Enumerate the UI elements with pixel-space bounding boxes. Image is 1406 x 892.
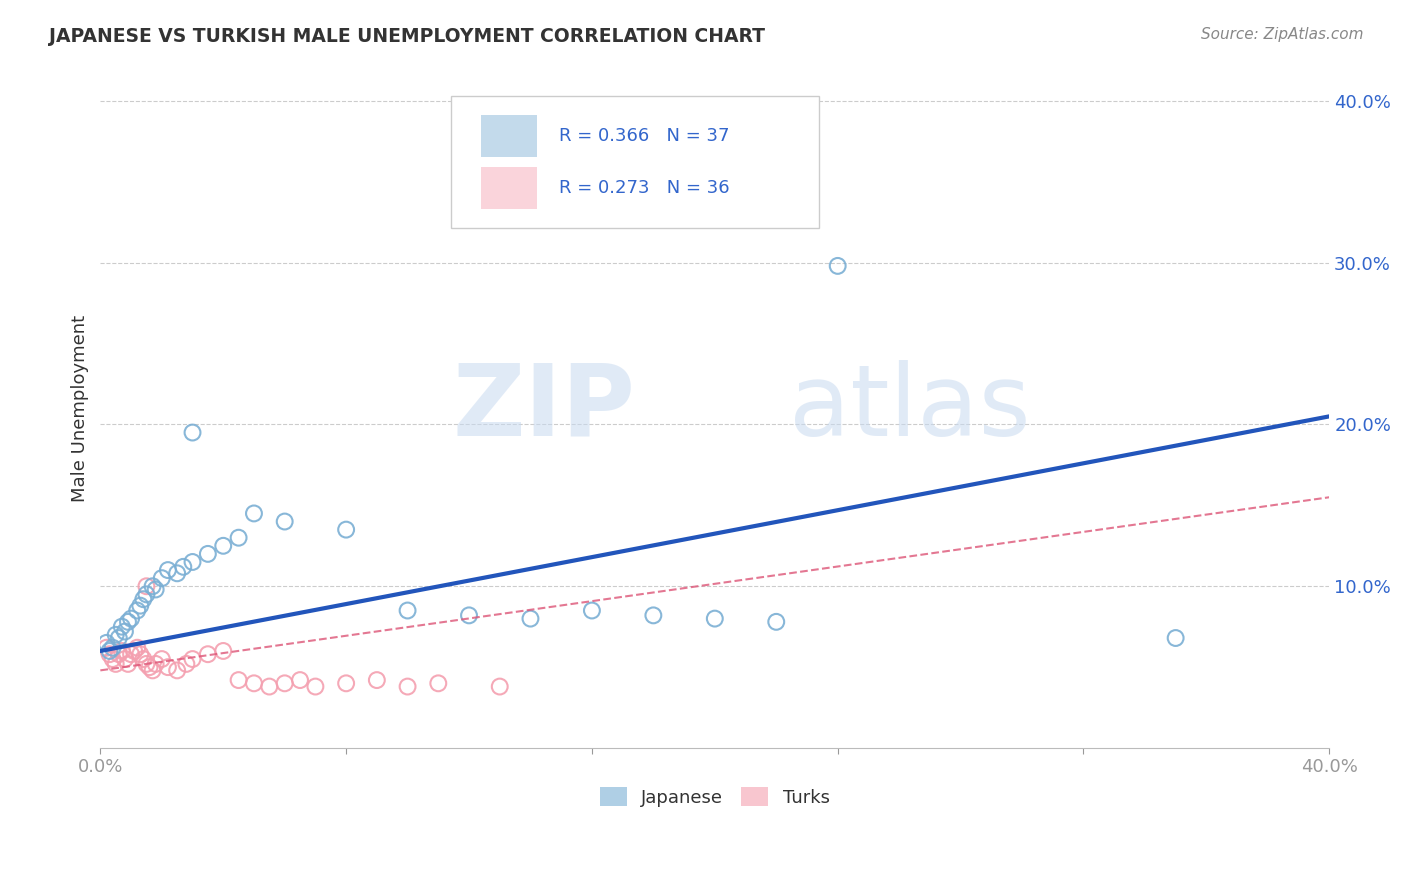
Text: ZIP: ZIP [453,359,636,457]
Point [120,647,142,661]
Point [117,615,139,629]
Point [703,612,725,626]
Point [111,644,134,658]
Point [145,657,167,671]
Point [519,612,541,626]
Text: R = 0.273   N = 36: R = 0.273 N = 36 [558,179,730,197]
Point [366,673,388,687]
Point [228,673,250,687]
Point [104,628,127,642]
Point [488,680,510,694]
FancyBboxPatch shape [481,115,537,157]
Point [643,608,665,623]
Point [765,615,787,629]
Point [142,579,165,593]
Point [581,603,603,617]
Point [197,647,219,661]
Point [98,644,121,658]
Point [166,664,188,678]
Point [396,603,419,617]
Point [142,664,165,678]
Point [101,652,124,666]
Point [166,566,188,581]
Point [135,657,157,671]
Point [827,259,849,273]
Point [145,582,167,597]
Point [117,657,139,671]
Point [135,579,157,593]
Point [181,555,204,569]
Point [243,507,266,521]
Point [129,599,152,613]
Point [427,676,450,690]
Point [120,612,142,626]
Point [396,680,419,694]
Point [107,647,129,661]
Point [228,531,250,545]
Point [197,547,219,561]
Point [156,660,179,674]
Point [458,608,481,623]
Point [104,657,127,671]
Point [304,680,326,694]
Text: JAPANESE VS TURKISH MALE UNEMPLOYMENT CORRELATION CHART: JAPANESE VS TURKISH MALE UNEMPLOYMENT CO… [49,27,765,45]
Point [114,624,136,639]
Text: R = 0.366   N = 37: R = 0.366 N = 37 [558,127,730,145]
Point [98,647,121,661]
Point [96,636,118,650]
Point [111,620,134,634]
Point [127,640,149,655]
Point [688,199,710,213]
Point [212,539,235,553]
Point [273,515,295,529]
Point [107,631,129,645]
Point [156,563,179,577]
Point [96,640,118,655]
FancyBboxPatch shape [450,95,820,228]
Point [129,647,152,661]
Legend: Japanese, Turks: Japanese, Turks [592,780,837,814]
Point [132,652,155,666]
Point [1164,631,1187,645]
Point [181,652,204,666]
Point [150,571,173,585]
Point [212,644,235,658]
Point [138,660,160,674]
Point [127,603,149,617]
Point [288,673,311,687]
Point [114,652,136,666]
Point [101,640,124,655]
Point [181,425,204,440]
FancyBboxPatch shape [481,167,537,210]
Point [273,676,295,690]
Point [122,644,145,658]
Y-axis label: Male Unemployment: Male Unemployment [72,315,89,502]
Point [335,523,357,537]
Text: Source: ZipAtlas.com: Source: ZipAtlas.com [1201,27,1364,42]
Point [172,559,194,574]
Point [243,676,266,690]
Point [259,680,281,694]
Point [335,676,357,690]
Point [176,657,198,671]
Text: atlas: atlas [789,359,1031,457]
Point [132,592,155,607]
Point [135,587,157,601]
Point [150,652,173,666]
